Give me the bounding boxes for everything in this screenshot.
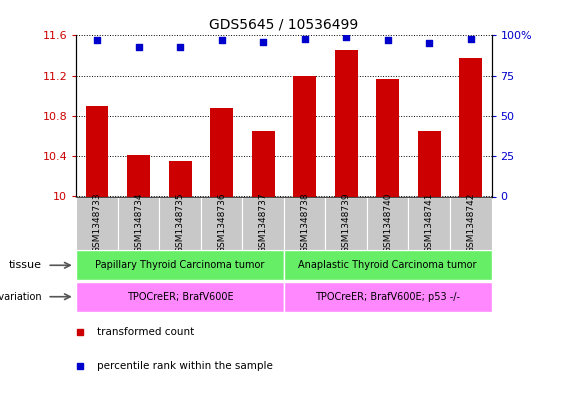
Text: GSM1348737: GSM1348737 [259, 193, 268, 253]
Text: percentile rank within the sample: percentile rank within the sample [97, 361, 273, 371]
Text: TPOCreER; BrafV600E; p53 -/-: TPOCreER; BrafV600E; p53 -/- [315, 292, 460, 302]
Text: Papillary Thyroid Carcinoma tumor: Papillary Thyroid Carcinoma tumor [95, 260, 265, 270]
Point [93, 37, 102, 43]
Bar [169, 161, 192, 196]
Bar [418, 131, 441, 196]
Bar [76, 250, 284, 280]
Text: GSM1348738: GSM1348738 [300, 193, 309, 253]
Point [342, 34, 351, 40]
Bar [376, 79, 399, 196]
Bar [450, 196, 492, 250]
Bar [86, 106, 108, 196]
Point [425, 40, 434, 46]
Bar [76, 282, 284, 312]
Point [134, 44, 143, 50]
Text: GSM1348734: GSM1348734 [134, 193, 143, 253]
Text: TPOCreER; BrafV600E: TPOCreER; BrafV600E [127, 292, 233, 302]
Text: Anaplastic Thyroid Carcinoma tumor: Anaplastic Thyroid Carcinoma tumor [298, 260, 477, 270]
Text: GSM1348736: GSM1348736 [217, 193, 226, 253]
Text: tissue: tissue [9, 260, 42, 270]
Bar [201, 196, 242, 250]
Bar [284, 196, 325, 250]
Bar [325, 196, 367, 250]
Point [383, 37, 392, 43]
Text: transformed count: transformed count [97, 327, 194, 337]
Text: GSM1348735: GSM1348735 [176, 193, 185, 253]
Point [259, 39, 268, 45]
Text: GSM1348740: GSM1348740 [383, 193, 392, 253]
Text: GSM1348739: GSM1348739 [342, 193, 351, 253]
Text: genotype/variation: genotype/variation [0, 292, 42, 302]
Text: GSM1348741: GSM1348741 [425, 193, 434, 253]
Text: GSM1348742: GSM1348742 [466, 193, 475, 253]
Bar [459, 57, 482, 196]
Bar [210, 108, 233, 196]
Bar [76, 196, 118, 250]
Bar [408, 196, 450, 250]
Bar [159, 196, 201, 250]
Bar [242, 196, 284, 250]
Point [466, 35, 475, 42]
Bar [367, 196, 408, 250]
Bar [335, 50, 358, 196]
Bar [284, 250, 492, 280]
Point [217, 37, 226, 43]
Title: GDS5645 / 10536499: GDS5645 / 10536499 [209, 17, 359, 31]
Text: GSM1348733: GSM1348733 [93, 193, 102, 253]
Bar [118, 196, 159, 250]
Bar [293, 75, 316, 196]
Point [176, 44, 185, 50]
Bar [284, 282, 492, 312]
Bar [127, 155, 150, 196]
Bar [252, 131, 275, 196]
Point [300, 35, 309, 42]
